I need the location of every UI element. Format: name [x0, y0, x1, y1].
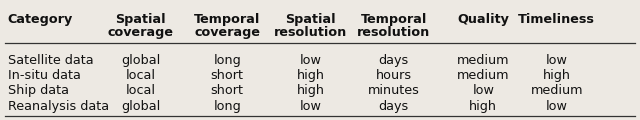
Text: Reanalysis data: Reanalysis data: [8, 100, 109, 113]
Text: low: low: [472, 84, 494, 97]
Text: resolution: resolution: [274, 26, 347, 39]
Text: global: global: [121, 54, 161, 67]
Text: short: short: [211, 84, 244, 97]
Text: coverage: coverage: [194, 26, 260, 39]
Text: Temporal: Temporal: [194, 13, 260, 26]
Text: long: long: [213, 100, 241, 113]
Text: Quality: Quality: [457, 13, 509, 26]
Text: coverage: coverage: [108, 26, 174, 39]
Text: low: low: [546, 54, 568, 67]
Text: Ship data: Ship data: [8, 84, 68, 97]
Text: In-situ data: In-situ data: [8, 69, 81, 82]
Text: medium: medium: [531, 84, 583, 97]
Text: Spatial: Spatial: [115, 13, 166, 26]
Text: Satellite data: Satellite data: [8, 54, 93, 67]
Text: Category: Category: [8, 13, 73, 26]
Text: days: days: [378, 54, 409, 67]
Text: high: high: [296, 69, 324, 82]
Text: minutes: minutes: [367, 84, 420, 97]
Text: local: local: [126, 84, 156, 97]
Text: hours: hours: [376, 69, 412, 82]
Text: low: low: [300, 100, 321, 113]
Text: Temporal: Temporal: [360, 13, 427, 26]
Text: resolution: resolution: [357, 26, 430, 39]
Text: short: short: [211, 69, 244, 82]
Text: days: days: [378, 100, 409, 113]
Text: global: global: [121, 100, 161, 113]
Text: medium: medium: [457, 69, 509, 82]
Text: high: high: [469, 100, 497, 113]
Text: Spatial: Spatial: [285, 13, 336, 26]
Text: high: high: [543, 69, 571, 82]
Text: low: low: [300, 54, 321, 67]
Text: medium: medium: [457, 54, 509, 67]
Text: local: local: [126, 69, 156, 82]
Text: Timeliness: Timeliness: [518, 13, 595, 26]
Text: low: low: [546, 100, 568, 113]
Text: long: long: [213, 54, 241, 67]
Text: high: high: [296, 84, 324, 97]
